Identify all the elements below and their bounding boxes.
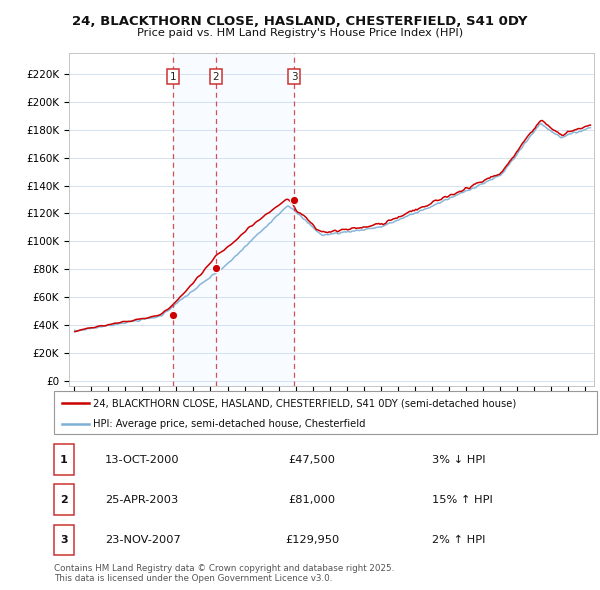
Text: 24, BLACKTHORN CLOSE, HASLAND, CHESTERFIELD, S41 0DY (semi-detached house): 24, BLACKTHORN CLOSE, HASLAND, CHESTERFI… (93, 398, 517, 408)
Text: 25-APR-2003: 25-APR-2003 (105, 495, 178, 504)
Text: 3% ↓ HPI: 3% ↓ HPI (432, 455, 485, 464)
Text: 1: 1 (60, 455, 68, 464)
Text: 23-NOV-2007: 23-NOV-2007 (105, 535, 181, 545)
Bar (173, 53, 294, 386)
Text: 24, BLACKTHORN CLOSE, HASLAND, CHESTERFIELD, S41 0DY: 24, BLACKTHORN CLOSE, HASLAND, CHESTERFI… (72, 15, 528, 28)
Text: £47,500: £47,500 (289, 455, 335, 464)
Text: 2% ↑ HPI: 2% ↑ HPI (432, 535, 485, 545)
Text: HPI: Average price, semi-detached house, Chesterfield: HPI: Average price, semi-detached house,… (93, 419, 365, 430)
Text: Contains HM Land Registry data © Crown copyright and database right 2025.
This d: Contains HM Land Registry data © Crown c… (54, 563, 394, 583)
Text: 3: 3 (60, 535, 68, 545)
Text: £81,000: £81,000 (289, 495, 335, 504)
Text: 1: 1 (169, 72, 176, 82)
Text: 2: 2 (60, 495, 68, 504)
Text: 15% ↑ HPI: 15% ↑ HPI (432, 495, 493, 504)
Text: 13-OCT-2000: 13-OCT-2000 (105, 455, 179, 464)
Text: Price paid vs. HM Land Registry's House Price Index (HPI): Price paid vs. HM Land Registry's House … (137, 28, 463, 38)
Text: £129,950: £129,950 (285, 535, 339, 545)
Text: 3: 3 (290, 72, 298, 82)
Text: 2: 2 (212, 72, 219, 82)
